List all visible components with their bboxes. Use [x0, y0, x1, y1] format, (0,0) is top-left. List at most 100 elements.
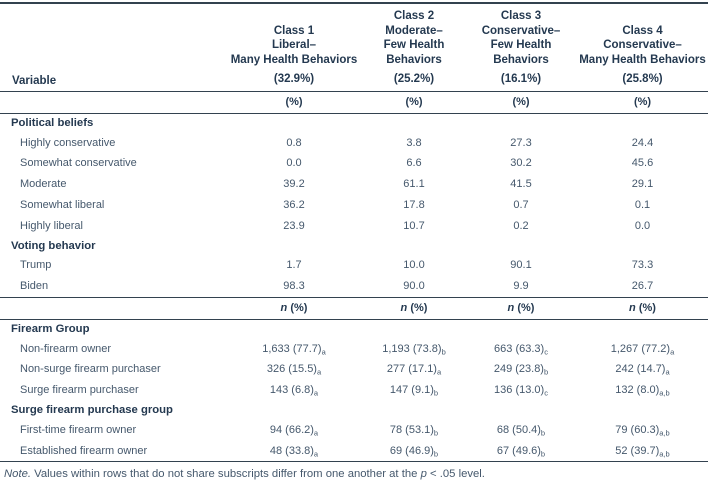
- cell: 27.3: [510, 136, 532, 149]
- section-label: Voting behavior: [11, 239, 96, 252]
- percent-subheader: (%): [225, 91, 363, 114]
- cell: 9.9: [513, 280, 529, 293]
- class1-title: Class 1: [273, 24, 315, 37]
- row-label: Somewhat liberal: [20, 199, 105, 212]
- percent-subheader-row: (%) (%) (%) (%): [0, 91, 708, 114]
- table-row: Somewhat liberal 36.2 17.8 0.7 0.1: [0, 195, 708, 216]
- class1-subtitle: Liberal–: [271, 39, 317, 51]
- class3-header: Class 3 Conservative– Few Health Behavio…: [465, 3, 577, 92]
- class3-subtitle2: Few Health Behaviors: [490, 39, 552, 66]
- cell: 1.7: [286, 259, 302, 272]
- cell: 78 (53.1)b: [389, 423, 439, 438]
- row-label: Non-surge firearm purchaser: [20, 363, 161, 376]
- class2-percent: (25.2%): [393, 73, 435, 85]
- class4-title: Class 4: [622, 24, 663, 37]
- cell: 45.6: [631, 157, 654, 170]
- cell: 39.2: [283, 178, 305, 191]
- class3-title: Class 3: [500, 10, 542, 22]
- class2-subtitle: Moderate–: [385, 24, 443, 37]
- class3-percent: (16.1%): [500, 73, 542, 85]
- cell: 0.2: [513, 219, 529, 232]
- table-row: Surge firearm purchaser 143 (6.8)a 147 (…: [0, 380, 708, 401]
- cell: 73.3: [631, 259, 654, 272]
- table-row: Trump 1.7 10.0 90.1 73.3: [0, 255, 708, 276]
- cell: 136 (13.0)c: [494, 384, 548, 398]
- class1-subtitle2: Many Health Behaviors: [230, 53, 358, 66]
- empty-cell: [0, 296, 225, 320]
- table-row: Established firearm owner 48 (33.8)a 69 …: [0, 440, 708, 463]
- row-label: First-time firearm owner: [20, 423, 137, 436]
- cell: 147 (9.1)b: [389, 384, 439, 398]
- table-row: Moderate 39.2 61.1 41.5 29.1: [0, 174, 708, 195]
- cell: 79 (60.3)a,b: [615, 423, 670, 438]
- row-label: Non-firearm owner: [20, 342, 112, 355]
- cell: 26.7: [631, 280, 654, 293]
- cell: 52 (39.7)a,b: [577, 440, 708, 463]
- row-label: Highly liberal: [20, 219, 83, 232]
- cell: 67 (49.6)b: [465, 440, 577, 463]
- cell: 48 (33.8)a: [225, 440, 363, 463]
- cell: 1,633 (77.7)a: [262, 342, 326, 357]
- cell: 10.7: [403, 219, 425, 232]
- section-row-surge-purchase-group: Surge firearm purchase group: [0, 401, 708, 420]
- cell: 1,267 (77.2)a: [610, 342, 675, 357]
- percent-subheader: (%): [363, 91, 465, 114]
- section-row-voting-behavior: Voting behavior: [0, 236, 708, 255]
- cell: 41.5: [510, 178, 532, 191]
- cell: 17.8: [403, 199, 425, 212]
- class3-subtitle: Conservative–: [481, 24, 561, 37]
- cell: 249 (23.8)b: [493, 363, 549, 377]
- cell: 23.9: [283, 219, 305, 232]
- table-row: Non-surge firearm purchaser 326 (15.5)a …: [0, 359, 708, 380]
- table-row: Highly liberal 23.9 10.7 0.2 0.0: [0, 215, 708, 236]
- n-percent-subheader-row: n (%) n (%) n (%) n (%): [0, 296, 708, 320]
- cell: 0.0: [286, 157, 302, 170]
- row-label: Moderate: [20, 178, 67, 191]
- cell: 98.3: [283, 280, 305, 293]
- cell: 30.2: [510, 157, 532, 170]
- note-p-symbol: p: [420, 468, 427, 480]
- cell: 277 (17.1)a: [386, 363, 442, 377]
- note-body: Values within rows that do not share sub…: [31, 468, 421, 480]
- cell: 326 (15.5)a: [266, 363, 322, 377]
- cell: 0.1: [634, 199, 651, 212]
- empty-cell: [0, 91, 225, 114]
- percent-subheader: (%): [577, 91, 708, 114]
- table-row: Somewhat conservative 0.0 6.6 30.2 45.6: [0, 153, 708, 174]
- latent-class-table: Variable Class 1 Liberal– Many Health Be…: [0, 2, 708, 463]
- class4-subtitle2: Many Health Behaviors: [579, 53, 706, 66]
- class1-percent: (32.9%): [273, 73, 315, 85]
- cell: 24.4: [631, 136, 654, 149]
- section-label: Political beliefs: [11, 116, 94, 129]
- class2-subtitle2: Few Health Behaviors: [383, 39, 445, 66]
- cell: 69 (46.9)b: [363, 440, 465, 463]
- note-prefix: Note.: [4, 468, 32, 480]
- row-label: Highly conservative: [20, 136, 116, 149]
- row-label: Biden: [20, 280, 49, 293]
- cell: 94 (66.2)a: [269, 423, 319, 438]
- section-label: Firearm Group: [11, 322, 90, 335]
- cell: 61.1: [403, 178, 425, 191]
- cell: 68 (50.4)b: [496, 423, 546, 438]
- cell: 6.6: [406, 157, 422, 170]
- row-label: Somewhat conservative: [20, 157, 137, 170]
- cell: 90.0: [403, 280, 425, 293]
- percent-subheader: (%): [465, 91, 577, 114]
- class4-header: Class 4 Conservative– Many Health Behavi…: [577, 3, 708, 92]
- table-row: Non-firearm owner 1,633 (77.7)a 1,193 (7…: [0, 338, 708, 359]
- table-row: Biden 98.3 90.0 9.9 26.7: [0, 276, 708, 297]
- section-row-political-beliefs: Political beliefs: [0, 113, 708, 132]
- cell: 90.1: [510, 259, 532, 272]
- section-row-firearm-group: Firearm Group: [0, 319, 708, 338]
- class2-header: Class 2 Moderate– Few Health Behaviors (…: [363, 3, 465, 92]
- class4-percent: (25.8%): [622, 73, 663, 85]
- row-label: Trump: [20, 259, 52, 272]
- note-body-end: < .05 level.: [426, 468, 485, 480]
- cell: 663 (63.3)c: [494, 342, 548, 357]
- class2-title: Class 2: [393, 10, 435, 22]
- header-row: Variable Class 1 Liberal– Many Health Be…: [0, 3, 708, 92]
- table-row: Highly conservative 0.8 3.8 27.3 24.4: [0, 132, 708, 153]
- n-percent-subheader: n (%): [225, 296, 363, 320]
- variable-header: Variable: [0, 3, 225, 92]
